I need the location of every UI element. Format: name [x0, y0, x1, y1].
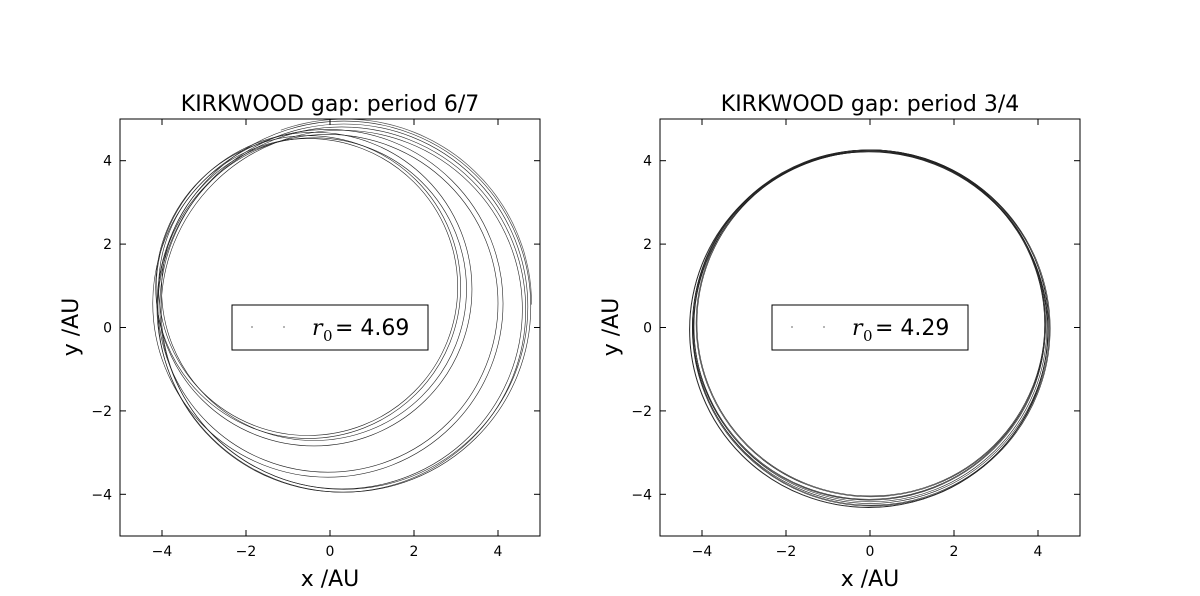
y-tick-label: −4 — [631, 487, 652, 503]
y-axis-label: y /AU — [599, 298, 624, 357]
x-tick-label: 2 — [950, 544, 959, 560]
legend-box — [231, 304, 429, 351]
x-axis-label: x /AU — [301, 567, 360, 592]
y-tick-label: −2 — [91, 404, 112, 420]
x-tick-label: 0 — [326, 544, 335, 560]
legend-symbol: r — [312, 316, 324, 341]
y-axis-label: y /AU — [59, 298, 84, 357]
x-axis-label: x /AU — [841, 567, 900, 592]
chart-title: KIRKWOOD gap: period 6/7 — [181, 92, 479, 117]
orbit-trace — [693, 151, 1048, 503]
x-tick-label: −2 — [776, 544, 797, 560]
orbit-traces — [152, 118, 532, 493]
y-tick-label: 0 — [103, 321, 112, 337]
orbit-trace — [156, 120, 532, 493]
orbit-trace — [692, 149, 1049, 504]
y-tick-label: 4 — [103, 154, 112, 170]
orbit-trace — [159, 123, 529, 490]
y-tick-label: −2 — [631, 404, 652, 420]
plot-frame — [119, 118, 541, 537]
orbit-trace — [689, 151, 1048, 508]
ticks: −4 −2 0 2 4 −4 −2 0 2 4 — [631, 119, 1080, 560]
legend: r 0 = 4.29 — [771, 304, 969, 351]
y-tick-label: 2 — [643, 237, 652, 253]
orbit-traces — [689, 149, 1051, 508]
plot-frame — [659, 118, 1081, 537]
x-tick-label: 4 — [494, 544, 503, 560]
legend-subscript: 0 — [863, 327, 873, 345]
legend-subscript: 0 — [323, 327, 333, 345]
legend-marker — [251, 326, 253, 328]
chart-left: KIRKWOOD gap: period 6/7 −4 −2 0 2 4−4−2024 … — [59, 92, 541, 592]
x-tick-label: −4 — [152, 544, 173, 560]
chart-right: KIRKWOOD gap: period 3/4 −4 −2 0 2 4−4−2024 … — [599, 92, 1081, 592]
ticks: −4 −2 0 2 4 −4 −2 0 2 4 — [91, 119, 540, 560]
legend-box — [771, 304, 969, 351]
x-tick-label: −2 — [236, 544, 257, 560]
orbit-trace — [152, 129, 504, 478]
x-tick-label: 2 — [410, 544, 419, 560]
chart-title: KIRKWOOD gap: period 3/4 — [721, 92, 1019, 117]
legend-symbol: r — [852, 316, 864, 341]
y-tick-label: 4 — [643, 154, 652, 170]
x-tick-label: 0 — [866, 544, 875, 560]
legend-marker — [791, 326, 793, 328]
x-tick-label: 4 — [1034, 544, 1043, 560]
legend-marker — [823, 326, 825, 328]
x-tick-label: −4 — [692, 544, 713, 560]
legend-label: = 4.29 — [875, 316, 949, 341]
legend: r 0 = 4.69 — [231, 304, 429, 351]
y-tick-label: −4 — [91, 487, 112, 503]
y-tick-label: 0 — [643, 321, 652, 337]
legend-label: = 4.69 — [335, 316, 409, 341]
y-tick-label: 2 — [103, 237, 112, 253]
legend-marker — [283, 326, 285, 328]
orbit-trace — [160, 129, 523, 490]
orbit-trace — [161, 137, 467, 441]
